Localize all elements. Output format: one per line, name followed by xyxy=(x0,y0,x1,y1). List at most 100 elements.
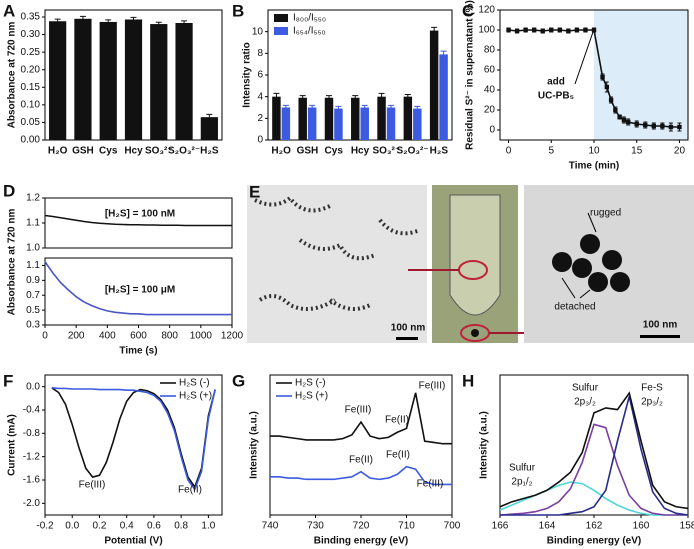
line xyxy=(51,387,216,491)
x-tick-label: GSH xyxy=(297,146,319,157)
x-tick-label: 1200 xyxy=(221,331,244,342)
x-tick-label: 1.0 xyxy=(201,521,215,532)
scale-label: 100 nm xyxy=(643,320,678,331)
label-detached: detached xyxy=(554,302,595,313)
error-bar xyxy=(378,92,385,100)
scale-label: 100 nm xyxy=(391,323,426,334)
x-tick-label: 0.4 xyxy=(120,521,134,532)
y-tick-label: 0.30 xyxy=(21,29,41,40)
bar xyxy=(377,96,386,140)
bar xyxy=(298,97,307,140)
error-bar xyxy=(299,95,306,100)
panel-letter: H xyxy=(462,371,474,390)
bar xyxy=(281,107,291,140)
bar xyxy=(429,30,439,140)
y-tick-label: 0 xyxy=(489,125,495,136)
x-tick-label: H₂O xyxy=(271,146,291,157)
error-bar xyxy=(79,15,86,22)
bar xyxy=(200,117,218,140)
marker xyxy=(634,121,639,127)
annotation: UC-PB₅ xyxy=(538,91,575,102)
x-axis-label: Binding energy (eV) xyxy=(547,536,641,547)
x-tick-label: Hcy xyxy=(124,146,143,157)
line xyxy=(44,261,232,316)
line xyxy=(44,214,232,227)
legend-swatch xyxy=(274,27,288,35)
x-axis-label: Potential (V) xyxy=(104,536,162,547)
x-tick-label: 162 xyxy=(586,521,603,532)
panel-letter: C xyxy=(462,1,474,20)
y-tick-label: 60 xyxy=(484,65,496,76)
bar xyxy=(74,18,92,140)
x-tick-label: 200 xyxy=(68,331,85,342)
x-tick-label: -0.2 xyxy=(36,521,54,532)
annotation: 2p₁/₂ xyxy=(511,477,532,488)
marker xyxy=(617,114,622,120)
legend-label: H₂S (-) xyxy=(295,378,326,389)
panel-letter: B xyxy=(232,1,244,20)
panel-letter: E xyxy=(249,182,260,201)
x-tick-label: 160 xyxy=(633,521,650,532)
marker xyxy=(574,27,580,33)
legend-label: H₂S (-) xyxy=(179,378,210,389)
y-axis-label: Absorbance at 720 nm xyxy=(7,22,18,129)
legend-label: H₂S (+) xyxy=(179,391,212,402)
x-tick-label: 740 xyxy=(262,521,279,532)
annotation: 2p₃/₂ xyxy=(574,397,596,408)
bar xyxy=(334,108,343,140)
marker xyxy=(613,107,618,113)
legend-swatch xyxy=(274,14,288,22)
y-tick-label: 1.1 xyxy=(26,260,40,271)
error-bar xyxy=(431,26,438,34)
line xyxy=(270,465,452,486)
axes-frame xyxy=(44,197,233,249)
legend-label: I₈₀₀/I₅₅₀ xyxy=(293,13,326,24)
y-tick-label: 0 xyxy=(257,135,263,146)
arrow xyxy=(561,277,576,299)
bar xyxy=(351,97,360,140)
y-tick-label: 40 xyxy=(484,85,496,96)
y-tick-label: 1.1 xyxy=(26,218,40,229)
y-tick-label: 0.9 xyxy=(26,275,40,286)
arrow xyxy=(574,31,594,85)
y-tick-label: 0.00 xyxy=(21,135,41,146)
annotation: Fe(III) xyxy=(417,479,444,490)
x-tick-label: 730 xyxy=(307,521,324,532)
x-tick-label: 700 xyxy=(444,521,461,532)
arrow xyxy=(579,289,591,299)
panel-letter: F xyxy=(3,371,13,390)
y-axis-label: Intensity (a.u.) xyxy=(249,411,260,479)
legend-label: I₆₅₄/I₅₅₀ xyxy=(293,26,326,37)
y-axis-label: Current (mA) xyxy=(7,414,18,476)
bar xyxy=(360,107,369,140)
line xyxy=(499,391,689,510)
bar xyxy=(439,54,448,140)
error-bar xyxy=(282,104,289,110)
y-tick-label: 0.10 xyxy=(21,100,41,111)
x-tick-label: 15 xyxy=(631,146,643,157)
marker xyxy=(549,27,554,33)
marker xyxy=(608,97,614,103)
y-tick-label: -1.6 xyxy=(23,475,41,486)
y-axis-label: Absorbance at 720 nm xyxy=(7,209,18,316)
y-tick-label: 10 xyxy=(252,26,264,37)
x-tick-label: GSH xyxy=(72,146,94,157)
bar xyxy=(99,21,117,140)
particles xyxy=(552,234,630,292)
error-bar xyxy=(54,18,61,24)
marker xyxy=(531,27,537,33)
y-tick-label: -0.4 xyxy=(23,405,41,416)
annotation: Fe(II) xyxy=(385,415,409,426)
y-tick-label: 100 xyxy=(478,25,495,36)
x-tick-label: 0.0 xyxy=(65,521,79,532)
marker xyxy=(540,28,545,34)
marker xyxy=(668,124,674,130)
annotation: Fe(II) xyxy=(178,485,202,496)
marker xyxy=(604,84,610,90)
x-tick-label: 0 xyxy=(42,331,48,342)
marker xyxy=(643,122,648,128)
y-axis-label: Intensity (a.u.) xyxy=(479,411,490,479)
x-tick-label: S₂O₃²⁻ xyxy=(397,146,429,157)
y-tick-label: 6 xyxy=(257,70,263,81)
